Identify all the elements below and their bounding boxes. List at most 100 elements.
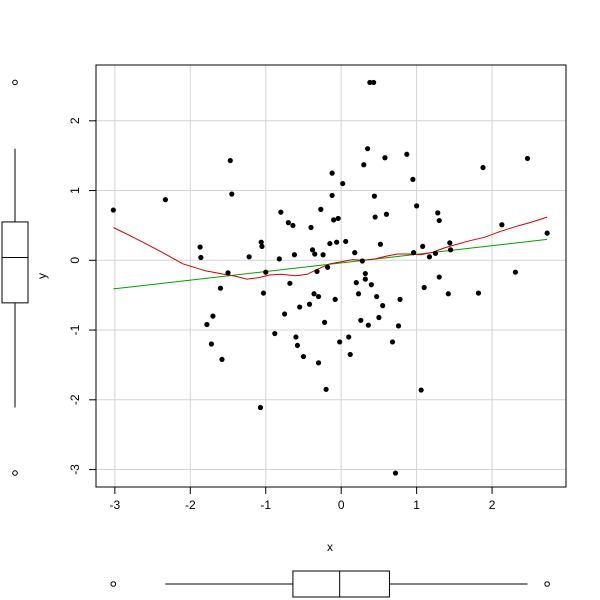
- data-point: [327, 240, 333, 247]
- data-point: [383, 211, 390, 217]
- smooth-fit-line: [113, 216, 548, 280]
- data-point: [414, 203, 420, 209]
- data-point: [372, 214, 378, 220]
- data-point: [227, 157, 233, 164]
- y-box-outlier: [12, 470, 18, 476]
- data-point: [311, 291, 317, 297]
- data-point: [320, 252, 326, 258]
- data-point: [162, 197, 169, 203]
- data-point: [329, 170, 335, 176]
- data-point: [314, 268, 320, 275]
- data-point: [480, 164, 486, 171]
- x-box-outlier: [544, 581, 550, 587]
- data-point: [358, 317, 364, 323]
- data-point: [524, 155, 531, 162]
- data-point: [291, 252, 298, 258]
- x-axis-label: x: [327, 540, 333, 554]
- data-point: [512, 269, 519, 275]
- data-point: [260, 290, 267, 296]
- data-point: [300, 353, 307, 360]
- data-point: [210, 313, 216, 319]
- data-point: [377, 241, 384, 247]
- data-point: [432, 250, 439, 256]
- y-tick-label: 0: [68, 257, 82, 264]
- y-axis-label: y: [35, 273, 49, 279]
- data-point: [337, 339, 343, 345]
- data-point: [334, 239, 340, 245]
- data-point: [312, 251, 318, 257]
- plot-frame: [95, 64, 567, 488]
- data-point: [395, 323, 402, 329]
- data-point: [198, 254, 204, 261]
- data-point: [364, 146, 371, 152]
- y-tick-label: 2: [68, 117, 82, 124]
- data-point: [276, 256, 282, 262]
- data-point: [426, 254, 433, 260]
- x-box-outlier: [110, 581, 117, 587]
- data-point: [361, 162, 367, 168]
- data-point: [368, 282, 374, 288]
- x-boxplot: [110, 570, 550, 598]
- data-point: [204, 321, 210, 328]
- data-point: [362, 270, 368, 277]
- data-point: [110, 207, 116, 213]
- data-point: [382, 155, 388, 161]
- data-point: [404, 151, 410, 157]
- data-point: [325, 264, 331, 270]
- data-point: [309, 247, 316, 253]
- data-point: [410, 176, 416, 182]
- data-point: [445, 291, 451, 297]
- x-tick-label: -3: [110, 498, 121, 512]
- data-point: [447, 247, 454, 253]
- data-point: [420, 243, 426, 249]
- data-point: [297, 304, 303, 310]
- x-tick-label: -1: [260, 498, 271, 512]
- data-point: [272, 330, 278, 337]
- data-point: [258, 239, 264, 245]
- data-point: [219, 356, 225, 362]
- data-point: [389, 339, 396, 345]
- data-point: [544, 230, 550, 236]
- y-box-outlier: [12, 79, 18, 86]
- data-point: [380, 303, 386, 309]
- data-point: [290, 222, 296, 229]
- data-point: [362, 276, 368, 282]
- data-point: [217, 285, 224, 291]
- x-tick-label: 0: [338, 498, 345, 512]
- x-box-iqr: [292, 570, 390, 598]
- data-point: [263, 269, 269, 275]
- data-point: [436, 274, 442, 280]
- data-point: [225, 270, 231, 276]
- data-point: [392, 470, 399, 476]
- data-points: [110, 79, 550, 476]
- x-tick-label: 2: [489, 498, 496, 512]
- data-point: [318, 206, 324, 212]
- data-point: [411, 250, 417, 256]
- data-point: [347, 351, 353, 358]
- data-point: [315, 360, 322, 366]
- data-point: [447, 240, 453, 246]
- data-point: [418, 387, 424, 393]
- y-tick-label: -3: [68, 464, 82, 475]
- data-point: [435, 210, 441, 216]
- data-point: [257, 404, 264, 411]
- x-tick-label: -2: [185, 498, 196, 512]
- data-point: [374, 293, 380, 300]
- data-point: [335, 215, 341, 222]
- data-point: [332, 296, 338, 302]
- data-point: [329, 192, 335, 199]
- y-tick-label: -2: [68, 394, 82, 405]
- y-box-iqr: [1, 221, 29, 304]
- data-point: [306, 301, 313, 307]
- x-tick-label: 1: [413, 498, 420, 512]
- data-point: [259, 243, 265, 249]
- data-point: [293, 334, 299, 340]
- data-point: [343, 238, 349, 245]
- data-point: [359, 258, 365, 264]
- data-point: [229, 191, 235, 197]
- data-point: [367, 79, 373, 86]
- data-point: [287, 280, 293, 286]
- data-point: [282, 311, 288, 317]
- y-tick-label: -1: [68, 324, 82, 335]
